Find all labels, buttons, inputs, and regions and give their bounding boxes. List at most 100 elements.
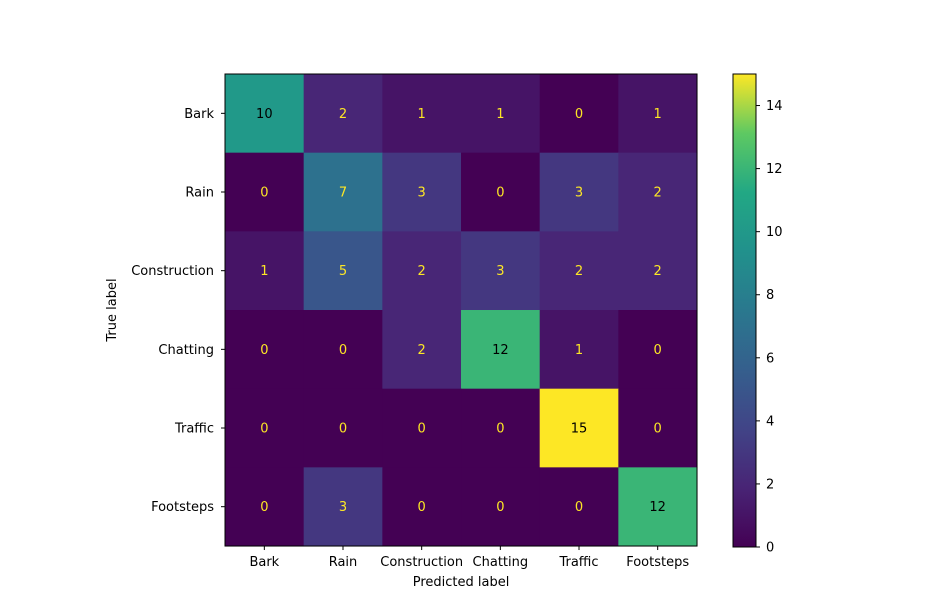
cell-value-label: 1: [654, 107, 662, 122]
heatmap-cell: [539, 467, 619, 547]
cell-value-label: 2: [418, 343, 426, 358]
heatmap-cell: [382, 467, 462, 547]
cell-value-label: 0: [496, 500, 504, 515]
heatmap-cell: [618, 74, 698, 154]
heatmap-cell: [539, 310, 619, 390]
cell-value-label: 2: [575, 264, 583, 279]
heatmap-cell: [618, 231, 698, 311]
cell-value-label: 0: [654, 343, 662, 358]
cell-value-label: 2: [654, 264, 662, 279]
x-axis-ticks: Bark Rain Construction Chatting Traffic Foots…: [249, 546, 689, 570]
y-tick-label: Traffic: [174, 422, 214, 437]
cell-value-label: 0: [575, 107, 583, 122]
cell-value-label: 0: [339, 422, 347, 437]
colorbar-tick-label: 14: [766, 99, 783, 114]
cell-value-label: 3: [339, 500, 347, 515]
y-tick-label: Chatting: [158, 343, 214, 358]
cell-value-label: 0: [260, 500, 268, 515]
cell-value-label: 3: [418, 186, 426, 201]
cell-value-label: 12: [492, 343, 509, 358]
cell-value-label: 0: [260, 186, 268, 201]
heatmap-cell: [225, 152, 305, 232]
cell-value-label: 0: [418, 500, 426, 515]
y-tick-label: Bark: [184, 107, 214, 122]
heatmap-cell: [618, 152, 698, 232]
heatmap-cell: [382, 310, 462, 390]
heatmap-cell: [461, 467, 541, 547]
heatmap-cell: [225, 467, 305, 547]
heatmap-cell: [539, 388, 619, 468]
colorbar-tick-label: 6: [766, 351, 774, 366]
heatmap-cell: [225, 310, 305, 390]
cell-value-label: 1: [418, 107, 426, 122]
cell-value-label: 5: [339, 264, 347, 279]
cell-value-label: 0: [260, 422, 268, 437]
heatmap-cell: [618, 310, 698, 390]
x-tick-label: Chatting: [473, 555, 529, 570]
heatmap-cell: [539, 152, 619, 232]
heatmap-cell: [225, 388, 305, 468]
heatmap-cell: [303, 310, 383, 390]
heatmap-cell: [382, 388, 462, 468]
cell-value-label: 0: [339, 343, 347, 358]
heatmap-cell: [461, 152, 541, 232]
colorbar-tick-label: 10: [766, 225, 783, 240]
heatmap-cell: [303, 152, 383, 232]
heatmap-cell: [303, 467, 383, 547]
heatmap-cell: [461, 310, 541, 390]
cell-value-label: 2: [418, 264, 426, 279]
cell-value-label: 7: [339, 186, 347, 201]
x-tick-label: Construction: [380, 555, 463, 570]
colorbar-tick-label: 0: [766, 541, 774, 556]
y-axis-label: True label: [105, 278, 120, 342]
heatmap-cell: [539, 74, 619, 154]
heatmap-cell: [382, 74, 462, 154]
heatmap-cell: [382, 231, 462, 311]
x-tick-label: Bark: [249, 555, 279, 570]
cell-value-label: 0: [260, 343, 268, 358]
cell-value-label: 10: [256, 107, 273, 122]
cell-value-label: 0: [418, 422, 426, 437]
colorbar-ticks: 0 2 4 6 8 10 12 14: [756, 99, 783, 556]
plot-frame: [224, 73, 698, 547]
cell-value-label: 1: [260, 264, 268, 279]
heatmap-cell: [303, 231, 383, 311]
heatmap-cell: [461, 388, 541, 468]
colorbar: [732, 73, 757, 548]
y-axis-ticks: Bark Rain Construction Chatting Traffic Foots…: [131, 107, 225, 515]
x-tick-label: Traffic: [558, 555, 598, 570]
heatmap-cell: [461, 74, 541, 154]
cell-value-label: 15: [571, 422, 588, 437]
cell-value-label: 1: [575, 343, 583, 358]
colorbar-tick-label: 2: [766, 477, 774, 492]
cell-value-label: 2: [654, 186, 662, 201]
cell-value-label: 12: [649, 500, 666, 515]
colorbar-tick-label: 12: [766, 162, 783, 177]
heatmap-cell: [303, 388, 383, 468]
colorbar-tick-label: 4: [766, 414, 774, 429]
cell-value-label: 0: [496, 186, 504, 201]
cell-value-label: 3: [575, 186, 583, 201]
cell-value-label: 3: [496, 264, 504, 279]
y-tick-label: Rain: [185, 186, 214, 201]
heatmap-cell: [225, 74, 305, 154]
heatmap-cell: [539, 231, 619, 311]
colorbar-tick-label: 8: [766, 288, 774, 303]
cell-value-label: 0: [575, 500, 583, 515]
heatmap-cell: [618, 388, 698, 468]
heatmap-cell: [225, 231, 305, 311]
heatmap-cell: [618, 467, 698, 547]
x-tick-label: Rain: [329, 555, 358, 570]
heatmap-cell: [303, 74, 383, 154]
x-tick-label: Footsteps: [626, 555, 689, 570]
y-tick-label: Construction: [131, 264, 214, 279]
cell-value-label: 2: [339, 107, 347, 122]
cell-value-label: 1: [496, 107, 504, 122]
cell-value-labels: 10 2 1 1 0 10 7 3 0 3 21 5 2 3 2 20 0 2 12 1 00 0 0 0 15 00 3 0 0 0 12: [256, 107, 666, 515]
heatmap-cell: [382, 152, 462, 232]
heatmap-cells: [225, 74, 698, 547]
cell-value-label: 0: [654, 422, 662, 437]
y-tick-label: Footsteps: [151, 500, 214, 515]
